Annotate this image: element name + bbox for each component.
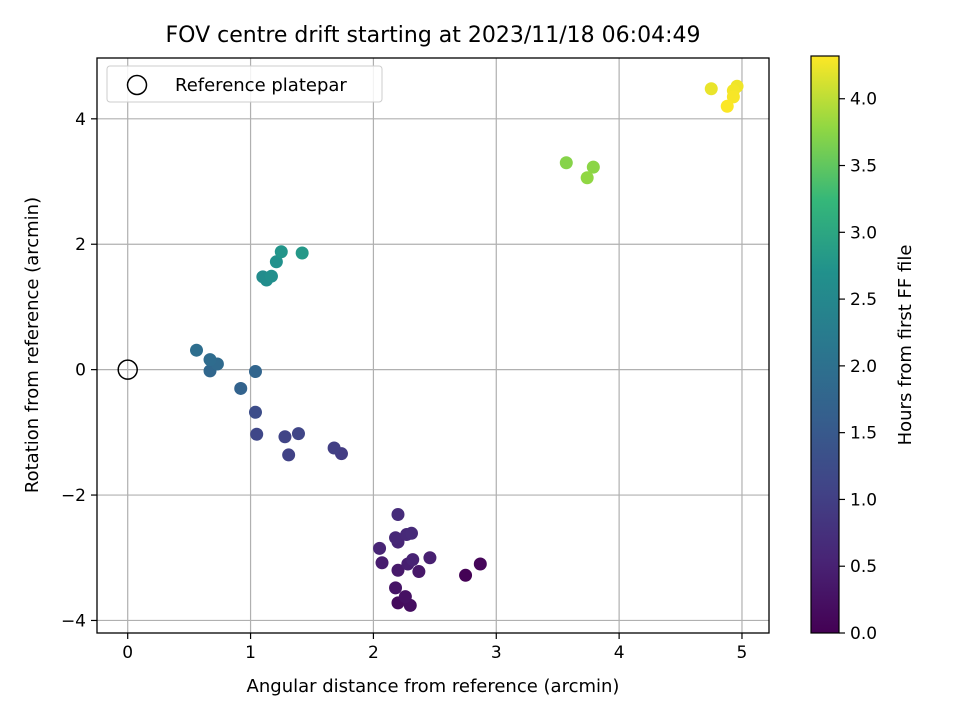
data-point [704, 82, 718, 96]
data-point [250, 427, 264, 441]
grid [97, 58, 769, 633]
colorbar-tick-label: 0.5 [850, 557, 877, 577]
data-point [586, 160, 600, 174]
legend-marker-icon [126, 74, 148, 96]
y-tick-label: −4 [61, 611, 86, 631]
data-point [373, 541, 387, 555]
data-point [412, 565, 426, 579]
data-point [234, 381, 248, 395]
data-point [264, 269, 278, 283]
y-tick-label: 2 [75, 235, 86, 255]
data-point [423, 551, 437, 565]
x-tick-label: 3 [491, 643, 502, 663]
x-tick-label: 1 [245, 643, 256, 663]
x-tick-label: 5 [737, 643, 748, 663]
colorbar-tick-label: 2.0 [850, 357, 877, 377]
data-point [405, 526, 419, 540]
colorbar-tick-label: 1.0 [850, 490, 877, 510]
data-point [720, 99, 734, 113]
x-tick-label: 2 [368, 643, 379, 663]
data-point [726, 90, 740, 104]
colorbar-ticks: 0.0 0.5 1.0 1.5 2.0 2.5 3.0 3.5 4.0 [839, 90, 877, 644]
y-tick-label: −2 [61, 486, 86, 506]
colorbar-tick-label: 1.5 [850, 424, 877, 444]
y-tick-label: 4 [75, 110, 86, 130]
data-point [327, 441, 341, 455]
x-axis-label: Angular distance from reference (arcmin) [247, 676, 620, 697]
data-point [190, 343, 204, 357]
x-tick-label: 4 [614, 643, 625, 663]
colorbar-tick-label: 0.0 [850, 624, 877, 644]
data-point [389, 531, 403, 545]
data-point [274, 245, 288, 259]
data-point [391, 507, 405, 521]
data-point [580, 171, 594, 185]
data-point [406, 553, 420, 567]
data-point [295, 246, 309, 260]
data-point [398, 590, 412, 604]
legend-entry-reference: Reference platepar [175, 75, 347, 96]
data-point [203, 353, 217, 367]
colorbar-tick-label: 3.5 [850, 157, 877, 177]
data-point [278, 430, 292, 444]
data-points [190, 79, 744, 612]
colorbar-label: Hours from first FF file [895, 245, 916, 446]
data-point [473, 557, 487, 571]
colorbar [811, 56, 839, 633]
data-point [389, 581, 403, 595]
y-tick-label: 0 [75, 361, 86, 381]
data-point [391, 563, 405, 577]
legend-box [106, 65, 383, 103]
data-point [248, 365, 262, 379]
data-point [269, 255, 283, 269]
data-point [559, 156, 573, 170]
axis-ticks: 0 1 2 3 4 5 −4 −2 0 2 4 [61, 110, 747, 663]
chart-title: FOV centre drift starting at 2023/11/18 … [166, 23, 701, 48]
data-point [248, 405, 262, 419]
data-point [375, 556, 389, 570]
colorbar-frame [810, 55, 840, 634]
x-tick-label: 0 [122, 643, 133, 663]
data-point [291, 427, 305, 441]
data-point [282, 448, 296, 462]
colorbar-tick-label: 4.0 [850, 90, 877, 110]
reference-platepar-marker [117, 359, 138, 380]
legend: Reference platepar [106, 65, 383, 103]
plot-frame [96, 57, 770, 634]
colorbar-tick-label: 2.5 [850, 290, 877, 310]
y-axis-label: Rotation from reference (arcmin) [22, 197, 43, 493]
data-point [459, 568, 473, 582]
colorbar-tick-label: 3.0 [850, 223, 877, 243]
